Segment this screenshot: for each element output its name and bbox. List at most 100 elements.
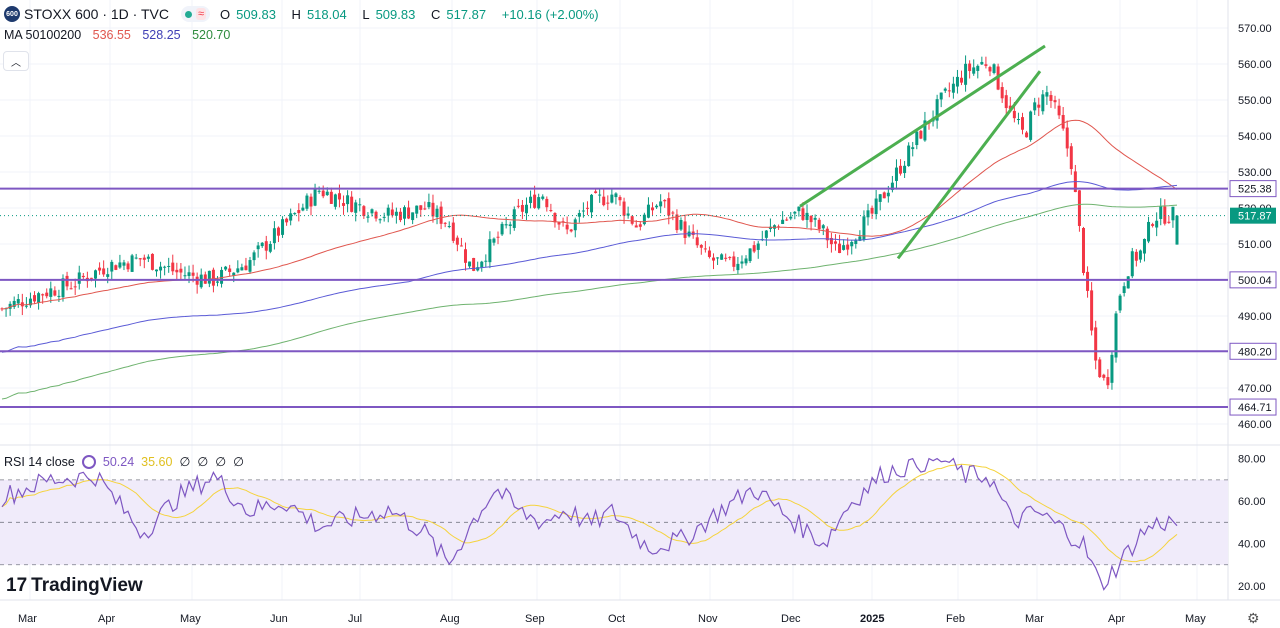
candle-body xyxy=(346,195,350,205)
chevron-up-icon: ︿ xyxy=(11,57,21,69)
candle-body xyxy=(476,267,480,271)
candle-body xyxy=(537,197,541,209)
time-tick-label: Feb xyxy=(946,613,965,625)
candle-body xyxy=(130,255,134,272)
candle-body xyxy=(1171,206,1175,221)
candle-body xyxy=(1061,114,1065,129)
candle-body xyxy=(1037,104,1041,108)
candle-body xyxy=(94,270,98,279)
candle-body xyxy=(427,202,431,208)
rsi-tick-label: 60.00 xyxy=(1238,496,1266,508)
time-tick-label: Nov xyxy=(698,613,718,625)
candle-body xyxy=(403,207,407,219)
candle-body xyxy=(960,77,964,83)
candle-body xyxy=(724,257,728,259)
candle-body xyxy=(73,286,77,288)
time-tick-label: Mar xyxy=(1025,613,1044,625)
ma50-value: 536.55 xyxy=(92,28,131,42)
candle-body xyxy=(1134,251,1138,261)
level-label-box xyxy=(1229,342,1277,360)
candle-body xyxy=(366,216,370,218)
candle-body xyxy=(842,245,846,250)
candle-body xyxy=(874,198,878,215)
time-tick-label: 2025 xyxy=(860,613,884,625)
wave-icon: ≈ xyxy=(195,8,207,20)
candle-body xyxy=(435,208,439,218)
ma200-line xyxy=(1,203,1178,400)
candle-body xyxy=(1110,354,1114,383)
settings-gear-icon[interactable]: ⚙ xyxy=(1247,610,1260,626)
candle-body xyxy=(821,225,825,229)
candle-body xyxy=(264,241,268,251)
status-pill[interactable]: ≈ xyxy=(180,6,211,22)
candle-body xyxy=(126,263,130,270)
ma-legend[interactable]: MA 50100200 536.55 528.25 520.70 xyxy=(4,28,238,42)
level-label-box xyxy=(1229,180,1277,198)
candle-body xyxy=(817,219,821,230)
candle-body xyxy=(276,227,280,236)
candle-body xyxy=(740,261,744,264)
symbol-name[interactable]: STOXX 600 · 1D · TVC xyxy=(24,6,169,22)
candle-body xyxy=(854,239,858,245)
candle-body xyxy=(508,224,512,227)
candle-body xyxy=(77,272,81,284)
candle-body xyxy=(614,193,618,198)
level-label-box xyxy=(1229,398,1277,416)
candle-body xyxy=(1016,119,1020,121)
candle-body xyxy=(915,131,919,146)
candle-body xyxy=(980,61,984,65)
candle-body xyxy=(69,288,73,290)
candle-body xyxy=(150,253,154,270)
candle-body xyxy=(581,210,585,212)
high-value: 518.04 xyxy=(306,6,347,22)
candle-body xyxy=(480,261,484,268)
level-label: 500.04 xyxy=(1238,275,1272,287)
candle-body xyxy=(142,257,146,260)
rsi-empty-3: ∅ xyxy=(215,455,227,469)
time-tick-label: Sep xyxy=(525,613,545,625)
candle-body xyxy=(472,257,476,271)
candle-body xyxy=(415,205,419,214)
candle-body xyxy=(337,193,341,200)
candle-body xyxy=(1000,87,1004,99)
candle-body xyxy=(736,263,740,271)
candle-body xyxy=(968,63,972,72)
candle-body xyxy=(899,165,903,174)
candle-body xyxy=(463,249,467,263)
candle-body xyxy=(520,205,524,212)
candle-body xyxy=(122,262,126,266)
candle-body xyxy=(455,237,459,245)
candle-body xyxy=(1114,313,1118,358)
candle-body xyxy=(1029,111,1033,140)
price-tick-label: 510.00 xyxy=(1238,239,1272,251)
candle-body xyxy=(89,277,93,279)
candle-body xyxy=(419,205,423,210)
candle-body xyxy=(1081,227,1085,273)
time-tick-label: May xyxy=(180,613,201,625)
level-label: 464.71 xyxy=(1238,402,1272,414)
candle-body xyxy=(317,190,321,192)
candle-body xyxy=(809,215,813,223)
rsi-legend[interactable]: RSI 14 close 50.24 35.60 ∅ ∅ ∅ ∅ xyxy=(4,454,251,469)
candle-body xyxy=(972,67,976,74)
candle-body xyxy=(707,250,711,257)
candle-body xyxy=(1130,251,1134,277)
candle-body xyxy=(215,281,219,283)
candle-body xyxy=(228,268,232,273)
candle-body xyxy=(903,165,907,174)
candle-body xyxy=(41,294,45,296)
candle-body xyxy=(846,244,850,250)
ma100-line xyxy=(1,181,1178,353)
candle-body xyxy=(585,207,589,209)
candle-body xyxy=(850,241,854,247)
candle-body xyxy=(114,265,118,270)
candle-body xyxy=(512,209,516,228)
collapse-legend-button[interactable]: ︿ xyxy=(3,51,29,71)
candle-body xyxy=(110,261,114,272)
symbol-header: 600 STOXX 600 · 1D · TVC ≈ O 509.83 H 518.… xyxy=(4,5,605,23)
candle-body xyxy=(594,191,598,194)
tradingview-logo[interactable]: 17 TradingView xyxy=(6,575,143,597)
price-tick-label: 560.00 xyxy=(1238,59,1272,71)
rsi-band xyxy=(0,479,1228,565)
